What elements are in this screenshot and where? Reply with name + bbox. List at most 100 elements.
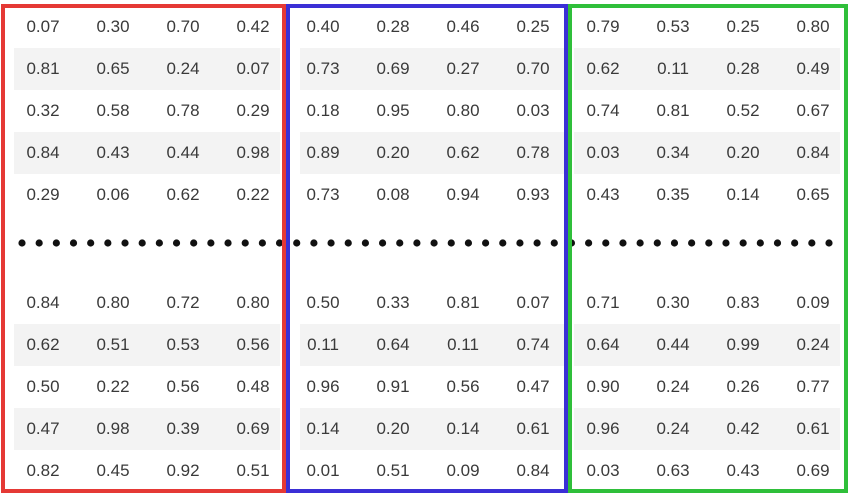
matrix-cell: 0.53 (166, 335, 200, 354)
matrix-cell: 0.28 (376, 17, 410, 36)
matrix-cell: 0.30 (656, 293, 690, 312)
table-row: 0.84 0.80 0.72 0.80 0.50 0.33 0.81 0.07 0.71 0.30… (0, 282, 849, 324)
separator-dot (121, 239, 129, 247)
matrix-cell: 0.56 (446, 377, 480, 396)
matrix-cell: 0.77 (796, 377, 830, 396)
table-row: 0.47 0.98 0.39 0.69 0.14 0.20 0.14 0.61 0.96 0.24… (0, 408, 849, 450)
table-row: 0.29 0.06 0.62 0.22 0.73 0.08 0.94 0.93 0.43 0.35… (0, 174, 849, 216)
matrix-cell: 0.56 (166, 377, 200, 396)
separator-dot (52, 239, 60, 247)
matrix-cell: 0.70 (516, 59, 550, 78)
matrix-cell: 0.51 (96, 335, 130, 354)
separator-dot (481, 239, 490, 247)
row-stripe (300, 408, 564, 450)
separator-dot (653, 239, 661, 247)
row-stripe (574, 132, 840, 174)
matrix-cell: 0.09 (796, 293, 830, 312)
matrix-cell: 0.69 (376, 59, 410, 78)
matrix-cell: 0.96 (586, 419, 620, 438)
matrix-cell: 0.35 (656, 185, 690, 204)
separator-dot (69, 239, 78, 247)
matrix-cell: 0.70 (166, 17, 200, 36)
matrix-cell: 0.51 (376, 461, 410, 480)
matrix-cell: 0.47 (516, 377, 550, 396)
matrix-cell: 0.09 (446, 461, 480, 480)
matrix-cell: 0.71 (586, 293, 620, 312)
matrix-cell: 0.03 (586, 461, 620, 480)
separator-dot (172, 239, 181, 247)
separator-dot (636, 239, 644, 247)
matrix-cell: 0.74 (516, 335, 550, 354)
separator-dot (361, 239, 370, 247)
matrix-cell: 0.78 (166, 101, 200, 120)
matrix-cell: 0.34 (656, 143, 690, 162)
row-stripe (574, 408, 840, 450)
matrix-cell: 0.98 (236, 143, 270, 162)
matrix-cell: 0.43 (726, 461, 760, 480)
matrix-cell: 0.62 (586, 59, 620, 78)
matrix-cell: 0.61 (516, 419, 550, 438)
separator-dot (447, 239, 455, 247)
matrix-cell: 0.07 (236, 59, 270, 78)
separator-dot (138, 239, 146, 247)
matrix-cell: 0.44 (656, 335, 690, 354)
matrix-cell: 0.30 (96, 17, 130, 36)
separator-dot (87, 239, 95, 247)
matrix-cell: 0.72 (166, 293, 200, 312)
matrix-cell: 0.89 (306, 143, 340, 162)
matrix-cell: 0.14 (306, 419, 340, 438)
matrix-cell: 0.95 (376, 101, 410, 120)
matrix-cell: 0.64 (586, 335, 620, 354)
separator-dot (378, 239, 387, 247)
matrix-cell: 0.06 (96, 185, 130, 204)
matrix-cell: 0.84 (26, 143, 60, 162)
matrix-cell: 0.14 (726, 185, 760, 204)
matrix-cell: 0.25 (726, 17, 760, 36)
matrix-cell: 0.69 (796, 461, 830, 480)
separator-dot (705, 239, 713, 247)
matrix-cell: 0.03 (516, 101, 550, 120)
matrix-cell: 0.80 (236, 293, 270, 312)
table-row: 0.07 0.30 0.70 0.42 0.40 0.28 0.46 0.25 0.79 0.53… (0, 6, 849, 48)
matrix-cell: 0.73 (306, 59, 340, 78)
separator-dot (413, 239, 421, 247)
matrix-cell: 0.45 (96, 461, 130, 480)
matrix-cell: 0.07 (516, 293, 550, 312)
matrix-cell: 0.01 (306, 461, 340, 480)
matrix-cell: 0.62 (166, 185, 200, 204)
separator-dot (550, 239, 558, 247)
matrix-cell: 0.24 (656, 419, 690, 438)
matrix-cell: 0.08 (376, 185, 410, 204)
matrix-cell: 0.80 (446, 101, 480, 120)
matrix-cell: 0.20 (726, 143, 760, 162)
separator-dot (258, 239, 266, 247)
matrix-cell: 0.62 (446, 143, 480, 162)
matrix-cell: 0.80 (796, 17, 830, 36)
matrix-cell: 0.49 (796, 59, 830, 78)
matrix-cell: 0.24 (166, 59, 200, 78)
matrix-cell: 0.56 (236, 335, 270, 354)
matrix-cell: 0.79 (586, 17, 620, 36)
matrix-cell: 0.65 (96, 59, 130, 78)
matrix-cell: 0.78 (516, 143, 550, 162)
separator-dot (791, 239, 799, 247)
row-stripe (574, 48, 840, 90)
matrix-cell: 0.67 (796, 101, 830, 120)
matrix-cell: 0.65 (796, 185, 830, 204)
separator-dot (241, 239, 249, 247)
separator-dot (464, 239, 473, 247)
matrix-cell: 0.46 (446, 17, 480, 36)
separator-dot (670, 239, 679, 247)
separator-dot (739, 239, 747, 247)
separator-dot (155, 239, 163, 247)
matrix-cell: 0.48 (236, 377, 270, 396)
separator-dot (808, 239, 816, 247)
separator-dot (533, 239, 541, 247)
matrix-cell: 0.63 (656, 461, 690, 480)
separator-dot (516, 239, 524, 247)
matrix-cell: 0.84 (26, 293, 60, 312)
matrix-cell: 0.84 (796, 143, 830, 162)
matrix-cell: 0.83 (726, 293, 760, 312)
matrix-cell: 0.98 (96, 419, 130, 438)
table-row: 0.81 0.65 0.24 0.07 0.73 0.69 0.27 0.70 0.62 0.11… (0, 48, 849, 90)
